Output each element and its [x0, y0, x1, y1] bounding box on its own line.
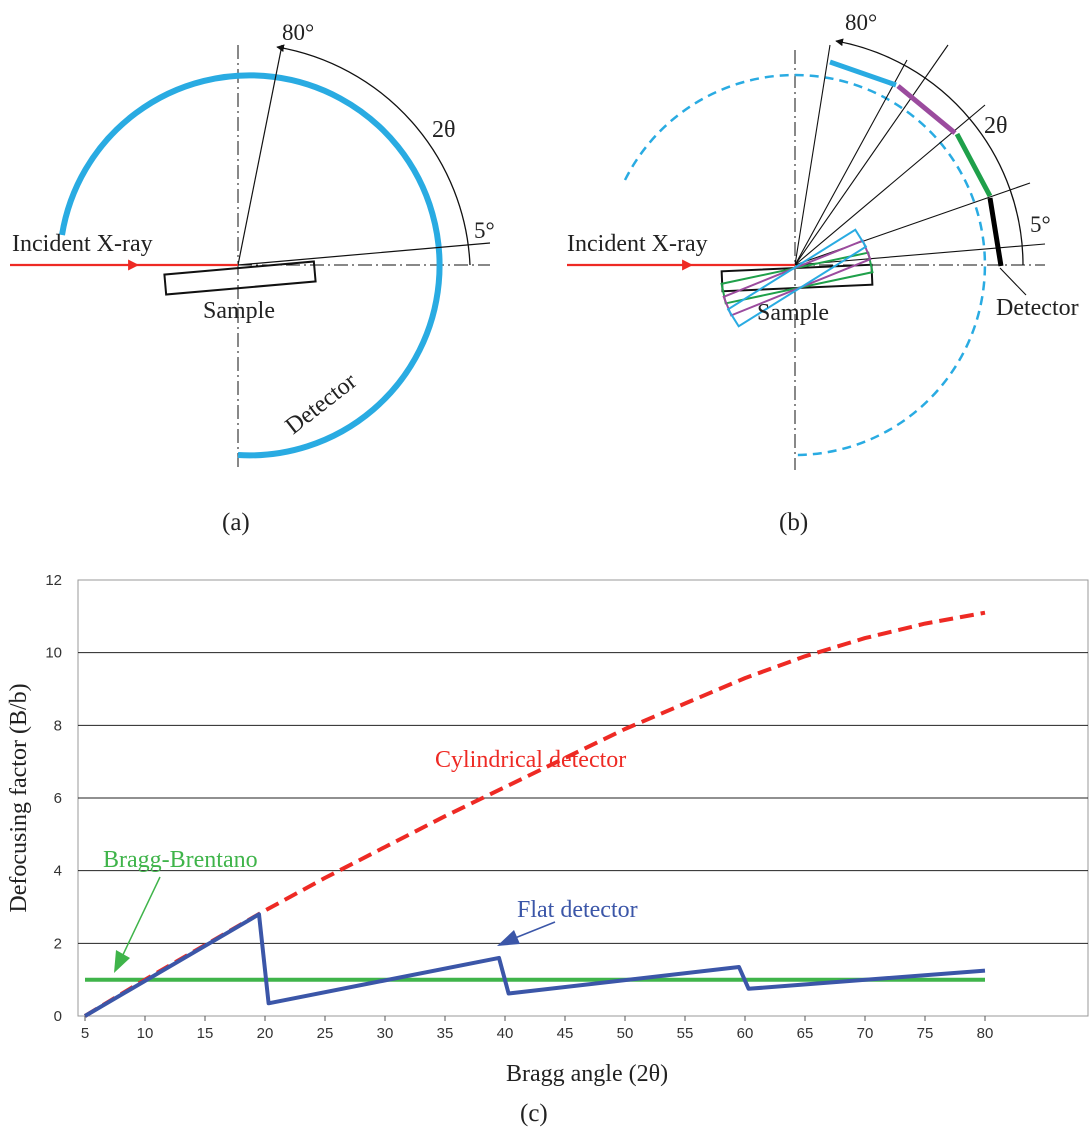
detector-circle-b — [623, 73, 987, 457]
flat-detector-arrow — [509, 921, 556, 941]
sample-b-blue — [726, 228, 868, 328]
angle-80-label-a: 80° — [282, 20, 314, 45]
detector-segment-purple — [896, 84, 957, 135]
panel-label-a: (a) — [222, 509, 250, 536]
bragg-brentano-arrow — [119, 876, 161, 962]
flat-detector-label: Flat detector — [517, 897, 638, 923]
detector-segment-black — [987, 197, 1004, 267]
bragg-brentano-arrow-head — [114, 950, 130, 973]
sample-label-a: Sample — [203, 298, 275, 324]
panel-label-b: (b) — [779, 509, 808, 536]
y-tick-label: 6 — [54, 790, 62, 807]
panel-label-c: (c) — [520, 1100, 548, 1127]
diagram-b: 80° 5° 2θ Incident X-ray Sample Detector… — [567, 10, 1079, 536]
x-tick-label: 5 — [81, 1025, 89, 1042]
x-tick-label: 35 — [437, 1025, 454, 1042]
tick-labels: 0 2 4 6 8 10 12 5 10 15 20 25 30 35 40 45 50 55 60 65 70 75 80 — [45, 572, 993, 1042]
y-tick-label: 4 — [54, 863, 62, 880]
x-tick-label: 10 — [137, 1025, 154, 1042]
angle-5-label-b: 5° — [1030, 212, 1051, 237]
chart-c: 0 2 4 6 8 10 12 5 10 15 20 25 30 35 40 45 50 55 60 65 70 75 80… — [6, 572, 1089, 1127]
y-tick-label: 10 — [45, 645, 62, 662]
radial-line-b-2 — [794, 59, 908, 266]
diagram-a: 80° 5° 2θ Incident X-ray Sample Detector… — [10, 20, 495, 536]
y-tick-label: 2 — [54, 935, 62, 952]
x-axis-title: Bragg angle (2θ) — [506, 1061, 668, 1087]
radial-5-a — [237, 242, 491, 266]
x-tick-label: 65 — [797, 1025, 814, 1042]
x-tick-label: 55 — [677, 1025, 694, 1042]
flat-detector-arrow-head — [497, 930, 520, 946]
detector-circle-a — [59, 72, 443, 459]
x-tick-label: 75 — [917, 1025, 934, 1042]
x-tick-label: 50 — [617, 1025, 634, 1042]
bragg-brentano-label: Bragg-Brentano — [103, 847, 258, 873]
y-tick-label: 12 — [45, 572, 62, 589]
x-tick-label: 45 — [557, 1025, 574, 1042]
y-axis-title: Defocusing factor (B/b) — [6, 683, 32, 912]
incident-label-a: Incident X-ray — [12, 231, 153, 257]
two-theta-label-a: 2θ — [432, 117, 456, 143]
x-tick-label: 25 — [317, 1025, 334, 1042]
x-tick-label: 20 — [257, 1025, 274, 1042]
detector-label-b: Detector — [996, 295, 1079, 321]
x-tick-label: 60 — [737, 1025, 754, 1042]
radial-line-b-1 — [794, 44, 831, 266]
y-tick-label: 8 — [54, 717, 62, 734]
detector-segment-green — [954, 132, 993, 198]
angle-5-label-a: 5° — [474, 218, 495, 243]
radial-80-a — [237, 44, 283, 266]
radial-line-b-3 — [794, 44, 949, 266]
detector-leader-b — [999, 267, 1027, 296]
angle-arc-a — [276, 44, 471, 266]
sample-label-b: Sample — [757, 300, 829, 326]
x-tick-label: 80 — [977, 1025, 994, 1042]
cylindrical-detector-label: Cylindrical detector — [435, 747, 626, 773]
x-tick-label: 15 — [197, 1025, 214, 1042]
y-tick-label: 0 — [54, 1008, 62, 1025]
sample-a — [163, 260, 317, 296]
grid-layer — [78, 652, 1088, 944]
radial-line-b-6 — [794, 243, 1046, 266]
incident-label-b: Incident X-ray — [567, 231, 708, 257]
angle-arc-b — [835, 38, 1024, 266]
x-tick-label: 40 — [497, 1025, 514, 1042]
detector-segment-blue — [829, 59, 897, 88]
angle-80-label-b: 80° — [845, 10, 877, 35]
series-layer — [83, 610, 986, 1018]
two-theta-label-b: 2θ — [984, 113, 1008, 139]
series-line-flat-detector — [83, 912, 986, 1018]
x-tick-label: 30 — [377, 1025, 394, 1042]
x-tick-label: 70 — [857, 1025, 874, 1042]
